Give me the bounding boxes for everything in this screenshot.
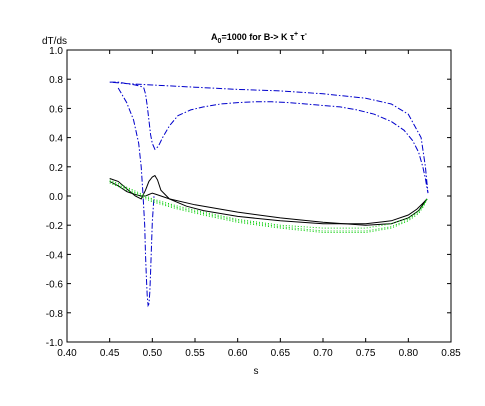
y-tick-label: -0.2 [46, 221, 64, 232]
y-tick-label: -0.6 [46, 280, 64, 291]
y-tick-label: -0.8 [46, 309, 64, 320]
x-tick-label: 0.85 [441, 348, 461, 359]
y-tick-label: 0.4 [49, 134, 63, 145]
series-layer [109, 81, 429, 308]
x-tick-label: 0.70 [313, 348, 333, 359]
x-tick-label: 0.65 [271, 348, 291, 359]
x-tick-label: 0.50 [143, 348, 163, 359]
series-line-6 [109, 179, 428, 229]
series-line-1 [109, 81, 429, 194]
y-tick-label: 0.0 [49, 192, 63, 203]
series-line-5 [109, 180, 428, 232]
series-line-7 [109, 182, 428, 233]
x-tick-label: 0.40 [57, 348, 77, 359]
y-axis-label: dT/ds [42, 36, 67, 47]
y-tick-label: 0.2 [49, 163, 63, 174]
y-tick-label: 0.6 [49, 104, 63, 115]
series-line-2 [117, 87, 155, 308]
y-tick-label: 1.0 [49, 46, 63, 57]
x-tick-label: 0.60 [228, 348, 248, 359]
y-tick-label: -0.4 [46, 250, 64, 261]
y-tick-label: 0.8 [49, 75, 63, 86]
plot-frame [66, 49, 452, 343]
y-axis: -1.0 -0.8 -0.6 -0.4 -0.2 0.0 0.2 0.4 0.6 0.8 1.0 [46, 46, 451, 349]
x-tick-label: 0.75 [356, 348, 376, 359]
y-tick-label: -1.0 [46, 338, 64, 349]
x-tick-label: 0.45 [100, 348, 120, 359]
x-tick-label: 0.80 [399, 348, 419, 359]
x-axis-label: s [254, 366, 259, 377]
x-axis: 0.40 0.45 0.50 0.55 0.60 0.65 0.70 0.75 0.80 0.85 [57, 50, 461, 359]
x-tick-label: 0.55 [185, 348, 205, 359]
chart-title: A0=1000 for B-> K τ+ τ- [211, 31, 308, 45]
